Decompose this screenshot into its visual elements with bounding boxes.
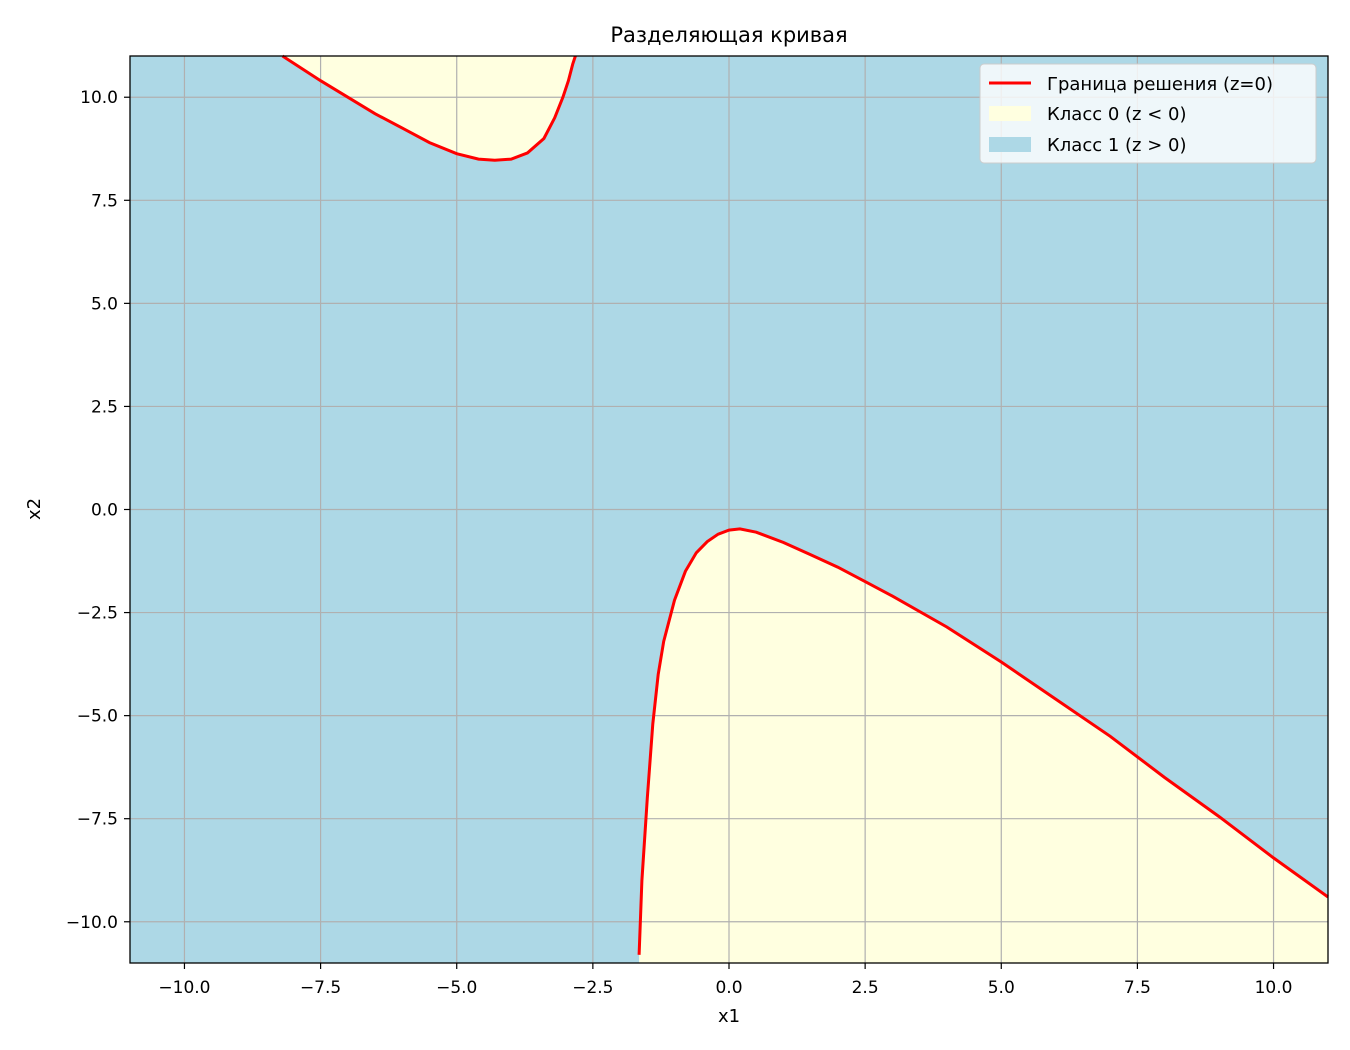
x-tick-label-3: −2.5 <box>572 978 613 998</box>
x-tick-label-6: 5.0 <box>988 978 1015 998</box>
boundary-curve-upper <box>281 54 577 162</box>
y-tick-label-1: −7.5 <box>77 810 118 830</box>
legend-patch-class0 <box>989 106 1031 121</box>
grid-lines <box>130 56 1328 963</box>
y-tick-label-6: 5.0 <box>91 294 118 314</box>
x-tick-label-7: 7.5 <box>1124 978 1151 998</box>
legend-label-boundary: Граница решения (z=0) <box>1047 74 1273 95</box>
legend-label-class1: Класс 1 (z > 0) <box>1047 135 1186 156</box>
legend-label-class0: Класс 0 (z < 0) <box>1047 104 1186 125</box>
x-tick-label-0: −10.0 <box>158 978 210 998</box>
x-tick-label-2: −5.0 <box>436 978 477 998</box>
chart-title: Разделяющая кривая <box>610 23 847 47</box>
x-axis-label: x1 <box>718 1006 740 1027</box>
boundary-curve-lower <box>637 527 1329 955</box>
y-tick-label-4: 0.0 <box>91 501 118 521</box>
axis-ticks: −10.0 −7.5 −5.0 −2.5 0.0 2.5 5.0 7.5 10.0 −10.0 −7… <box>66 88 1293 998</box>
y-tick-label-7: 7.5 <box>91 191 118 211</box>
y-tick-label-8: 10.0 <box>80 88 118 108</box>
legend-box <box>979 63 1317 164</box>
x-tick-label-1: −7.5 <box>300 978 341 998</box>
y-tick-label-3: −2.5 <box>77 604 118 624</box>
x-tick-label-4: 0.0 <box>715 978 742 998</box>
y-tick-label-5: 2.5 <box>91 397 118 417</box>
x-tick-label-5: 2.5 <box>852 978 879 998</box>
class0-region-upper <box>282 56 576 161</box>
class0-region-lower <box>639 528 1328 963</box>
legend: Граница решения (z=0) Класс 0 (z < 0) Кл… <box>979 63 1317 164</box>
y-tick-label-0: −10.0 <box>66 913 118 933</box>
y-axis-label: x2 <box>24 498 45 520</box>
y-tick-label-2: −5.0 <box>77 707 118 727</box>
legend-patch-class1 <box>989 137 1031 152</box>
x-tick-label-8: 10.0 <box>1255 978 1293 998</box>
